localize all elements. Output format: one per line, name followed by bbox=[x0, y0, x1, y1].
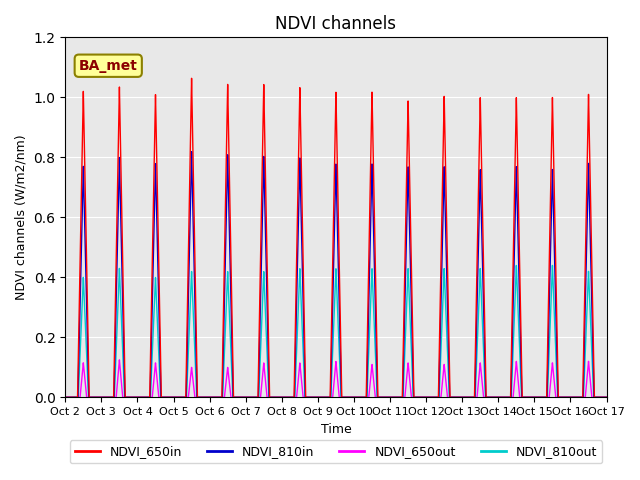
NDVI_810in bbox=[602, 395, 609, 400]
X-axis label: Time: Time bbox=[321, 422, 351, 436]
NDVI_650out bbox=[532, 395, 540, 400]
Legend: NDVI_650in, NDVI_810in, NDVI_650out, NDVI_810out: NDVI_650in, NDVI_810in, NDVI_650out, NDV… bbox=[70, 440, 602, 463]
NDVI_650in bbox=[602, 395, 609, 400]
NDVI_810in bbox=[407, 277, 415, 283]
Line: NDVI_810out: NDVI_810out bbox=[65, 265, 607, 397]
NDVI_810in bbox=[305, 395, 312, 400]
NDVI_650in bbox=[547, 185, 554, 191]
NDVI_650in bbox=[407, 234, 415, 240]
NDVI_810out bbox=[602, 395, 609, 400]
NDVI_650out bbox=[407, 388, 415, 394]
NDVI_810out bbox=[547, 309, 554, 314]
NDVI_810in bbox=[532, 395, 540, 400]
NDVI_810in bbox=[61, 395, 69, 400]
NDVI_810in bbox=[603, 395, 611, 400]
NDVI_650out bbox=[305, 395, 312, 400]
NDVI_810out bbox=[61, 395, 69, 400]
NDVI_650out bbox=[547, 378, 554, 384]
NDVI_650in bbox=[305, 395, 312, 400]
NDVI_810in bbox=[547, 240, 554, 245]
NDVI_650out bbox=[116, 357, 124, 363]
NDVI_650out bbox=[595, 395, 603, 400]
NDVI_650in bbox=[61, 395, 69, 400]
NDVI_810out bbox=[548, 263, 556, 268]
Line: NDVI_810in: NDVI_810in bbox=[65, 152, 607, 397]
NDVI_650out bbox=[602, 395, 609, 400]
NDVI_810out bbox=[595, 395, 603, 400]
NDVI_650in bbox=[188, 75, 195, 81]
NDVI_810out bbox=[532, 395, 540, 400]
Title: NDVI channels: NDVI channels bbox=[275, 15, 396, 33]
Line: NDVI_650out: NDVI_650out bbox=[65, 360, 607, 397]
NDVI_650in bbox=[595, 395, 603, 400]
NDVI_810out bbox=[407, 332, 415, 338]
NDVI_810in bbox=[595, 395, 603, 400]
NDVI_810in bbox=[188, 149, 195, 155]
NDVI_650out bbox=[61, 395, 69, 400]
NDVI_810out bbox=[603, 395, 611, 400]
Line: NDVI_650in: NDVI_650in bbox=[65, 78, 607, 397]
Y-axis label: NDVI channels (W/m2/nm): NDVI channels (W/m2/nm) bbox=[15, 134, 28, 300]
NDVI_650out bbox=[603, 395, 611, 400]
Text: BA_met: BA_met bbox=[79, 59, 138, 73]
NDVI_650in bbox=[603, 395, 611, 400]
NDVI_810out bbox=[305, 395, 312, 400]
NDVI_650in bbox=[532, 395, 540, 400]
